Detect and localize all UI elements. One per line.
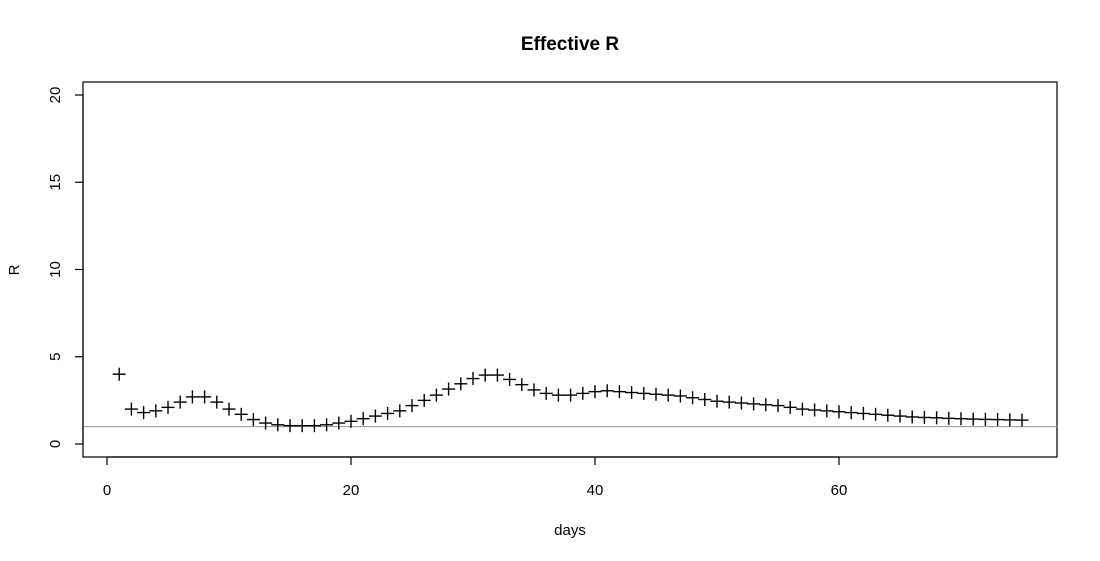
x-tick-label: 20 [343, 482, 360, 499]
data-point [1003, 413, 1017, 427]
data-point [234, 407, 248, 421]
y-tick-label: 20 [47, 87, 64, 104]
data-point [588, 385, 602, 399]
data-point [539, 386, 553, 400]
data-point [307, 419, 321, 433]
data-point [332, 416, 346, 430]
data-point [112, 367, 126, 381]
data-point [771, 399, 785, 413]
data-point [515, 378, 529, 392]
data-point [490, 368, 504, 382]
data-point [564, 388, 578, 402]
data-point [210, 395, 224, 409]
data-point [686, 391, 700, 405]
data-point [454, 377, 468, 391]
data-point [381, 406, 395, 420]
data-point [259, 416, 273, 430]
data-point [271, 418, 285, 432]
data-point [185, 390, 199, 404]
x-tick-label: 40 [587, 482, 604, 499]
x-tick-label: 0 [103, 482, 111, 499]
data-point [405, 399, 419, 413]
data-point [320, 418, 334, 432]
data-point [869, 407, 883, 421]
data-point [966, 412, 980, 426]
data-point [978, 412, 992, 426]
data-point [661, 388, 675, 402]
data-point [393, 404, 407, 418]
data-point [783, 400, 797, 414]
data-point [246, 413, 260, 427]
data-point [344, 414, 358, 428]
data-point [832, 405, 846, 419]
data-point [893, 409, 907, 423]
data-point [198, 390, 212, 404]
data-point [149, 404, 163, 418]
data-point [466, 372, 480, 386]
data-point [137, 406, 151, 420]
data-point [698, 393, 712, 407]
data-point [905, 410, 919, 424]
y-tick-label: 5 [47, 353, 64, 361]
x-axis: 0 20 40 60 [103, 456, 848, 499]
y-axis: 0 5 10 15 20 [47, 87, 84, 448]
data-point [576, 386, 590, 400]
data-point [991, 413, 1005, 427]
x-tick-label: 60 [831, 482, 848, 499]
data-point [930, 411, 944, 425]
chart-title: Effective R [521, 34, 619, 55]
data-point [222, 402, 236, 416]
data-point [1015, 413, 1029, 427]
data-point [124, 402, 138, 416]
data-point [417, 393, 431, 407]
y-tick-label: 0 [47, 440, 64, 448]
data-point [759, 398, 773, 412]
data-point [710, 394, 724, 408]
data-point [954, 412, 968, 426]
data-point [551, 388, 565, 402]
data-point [722, 395, 736, 409]
data-point [356, 412, 370, 426]
y-axis-label: R [6, 264, 23, 275]
data-point [637, 386, 651, 400]
data-point [442, 382, 456, 396]
data-point [942, 411, 956, 425]
x-axis-label: days [554, 522, 586, 539]
data-point [283, 419, 297, 433]
data-point [478, 368, 492, 382]
data-point [747, 397, 761, 411]
data-point [820, 404, 834, 418]
data-point [795, 402, 809, 416]
data-point [673, 389, 687, 403]
y-tick-label: 15 [47, 174, 64, 191]
data-point [173, 395, 187, 409]
data-point [503, 372, 517, 386]
data-point [734, 396, 748, 410]
data-point [429, 388, 443, 402]
data-point [808, 403, 822, 417]
data-point [625, 386, 639, 400]
y-tick-label: 10 [47, 261, 64, 278]
data-point [649, 387, 663, 401]
data-point [527, 383, 541, 397]
data-point [856, 406, 870, 420]
data-point [368, 409, 382, 423]
data-point [612, 385, 626, 399]
data-point [295, 419, 309, 433]
data-point [917, 410, 931, 424]
data-point [161, 400, 175, 414]
data-point [600, 384, 614, 398]
points-layer [112, 367, 1029, 433]
data-point [844, 406, 858, 420]
data-point [881, 408, 895, 422]
